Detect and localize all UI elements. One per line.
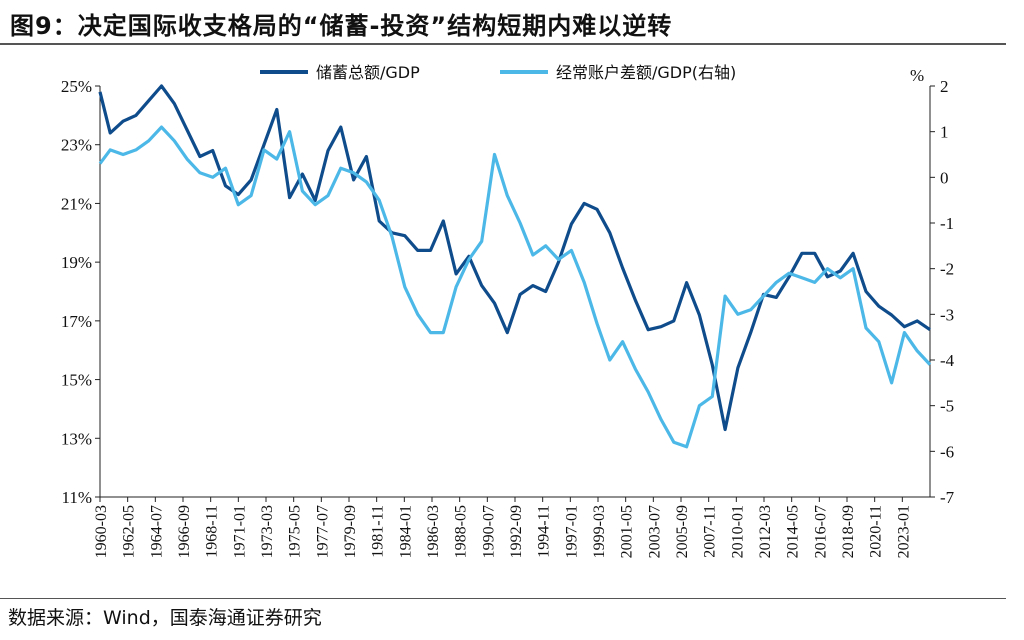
x-tick-label: 2003-07 bbox=[646, 505, 663, 558]
x-tick-label: 1968-11 bbox=[204, 505, 221, 558]
x-tick-label: 1977-07 bbox=[314, 505, 331, 558]
x-tick-label: 1973-03 bbox=[259, 505, 276, 558]
right-tick-label: -6 bbox=[940, 442, 954, 461]
source-divider bbox=[0, 598, 1006, 599]
x-tick-label: 1990-07 bbox=[480, 505, 497, 558]
x-tick-label: 1962-05 bbox=[121, 505, 138, 558]
x-tick-label: 1979-09 bbox=[342, 505, 359, 558]
title-divider bbox=[0, 43, 1006, 45]
x-tick-label: 1999-03 bbox=[591, 505, 608, 558]
left-tick-label: 21% bbox=[61, 194, 92, 213]
x-tick-label: 2016-07 bbox=[812, 505, 829, 558]
x-tick-label: 1984-01 bbox=[397, 505, 414, 558]
right-tick-label: -2 bbox=[940, 260, 954, 279]
left-tick-label: 17% bbox=[61, 312, 92, 331]
left-tick-label: 19% bbox=[61, 253, 92, 272]
x-tick-label: 2014-05 bbox=[785, 505, 802, 558]
x-tick-label: 1986-03 bbox=[425, 505, 442, 558]
right-tick-label: -1 bbox=[940, 214, 954, 233]
source-note: 数据来源：Wind，国泰海通证券研究 bbox=[8, 607, 322, 629]
x-tick-label: 1975-05 bbox=[287, 505, 304, 558]
left-tick-label: 13% bbox=[61, 429, 92, 448]
legend-label-1: 储蓄总额/GDP bbox=[316, 63, 420, 82]
right-tick-label: -3 bbox=[940, 305, 954, 324]
x-tick-label: 2020-11 bbox=[868, 505, 885, 558]
x-tick-label: 2007-11 bbox=[702, 505, 719, 558]
x-tick-label: 1981-11 bbox=[370, 505, 387, 558]
x-tick-label: 2023-01 bbox=[895, 505, 912, 558]
series-line-1 bbox=[98, 84, 931, 432]
right-tick-label: 1 bbox=[940, 123, 949, 142]
x-tick-label: 1994-11 bbox=[536, 505, 553, 558]
right-axis-unit: % bbox=[910, 66, 924, 85]
x-tick-label: 1971-01 bbox=[231, 505, 248, 558]
series-line-2 bbox=[98, 125, 932, 449]
right-tick-label: 0 bbox=[940, 168, 949, 187]
x-tick-label: 2018-09 bbox=[840, 505, 857, 558]
x-tick-label: 2005-09 bbox=[674, 505, 691, 558]
x-tick-label: 1997-01 bbox=[563, 505, 580, 558]
left-tick-label: 25% bbox=[61, 77, 92, 96]
x-tick-label: 1960-03 bbox=[93, 505, 110, 558]
left-tick-label: 23% bbox=[61, 136, 92, 155]
right-tick-label: -7 bbox=[940, 488, 955, 507]
x-tick-label: 2010-01 bbox=[729, 505, 746, 558]
x-tick-label: 1964-07 bbox=[148, 505, 165, 558]
x-tick-label: 2001-05 bbox=[619, 505, 636, 558]
right-tick-label: 2 bbox=[940, 77, 949, 96]
figure-title: 图9：决定国际收支格局的“储蓄-投资”结构短期内难以逆转 bbox=[10, 12, 673, 40]
left-tick-label: 11% bbox=[61, 488, 92, 507]
right-tick-label: -4 bbox=[940, 351, 955, 370]
legend-label-2: 经常账户差额/GDP(右轴) bbox=[556, 63, 736, 82]
left-tick-label: 15% bbox=[61, 371, 92, 390]
x-tick-label: 1992-09 bbox=[508, 505, 525, 558]
right-tick-label: -5 bbox=[940, 397, 954, 416]
x-tick-label: 1988-05 bbox=[453, 505, 470, 558]
x-tick-label: 1966-09 bbox=[176, 505, 193, 558]
x-tick-label: 2012-03 bbox=[757, 505, 774, 558]
